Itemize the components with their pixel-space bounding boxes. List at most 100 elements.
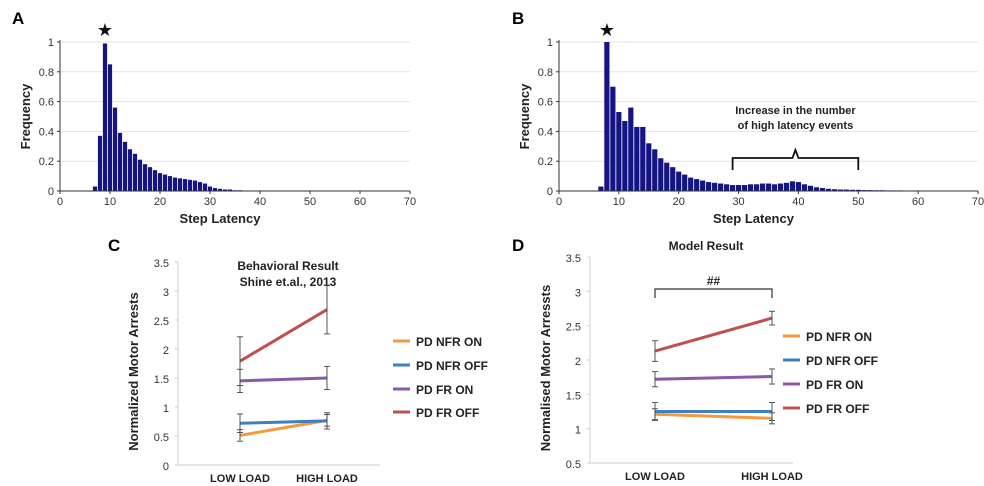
y-tick-label: 1 (575, 425, 581, 437)
y-tick-label: 2.5 (154, 316, 169, 328)
histogram-bar (700, 180, 706, 191)
histogram-bar (843, 189, 849, 191)
histogram-bar (227, 189, 233, 191)
histogram-bar (207, 186, 213, 191)
histogram-bar (122, 141, 128, 191)
y-tick-label: 1.5 (154, 374, 169, 386)
legend-label: PD FR ON (806, 378, 863, 392)
series-line (239, 419, 328, 425)
histogram-bar (628, 107, 634, 191)
histogram-bar (759, 183, 766, 191)
histogram-bar (682, 174, 688, 191)
histogram-bar (142, 164, 148, 191)
histogram-bar (753, 184, 760, 191)
panel-label: B (512, 9, 524, 28)
legend-label: PD NFR OFF (416, 359, 488, 373)
histogram-bar (652, 149, 658, 191)
y-tick-label: 1 (48, 37, 54, 49)
histogram-bar (646, 143, 652, 191)
histogram-bar (177, 178, 183, 191)
y-tick-label: 3 (575, 287, 581, 299)
legend-label: PD NFR ON (416, 335, 482, 349)
star-marker: ★ (599, 20, 615, 40)
x-tick-label: 70 (972, 196, 984, 208)
annotation-text: of high latency events (738, 120, 854, 132)
y-tick-label: 0 (163, 461, 169, 473)
y-tick-label: 0.5 (154, 432, 169, 444)
x-tick-label: 40 (254, 196, 266, 208)
y-tick-label: 0.8 (39, 67, 54, 79)
histogram-bar (729, 185, 736, 191)
histogram-bar (783, 182, 790, 191)
histogram-bar (152, 170, 158, 191)
y-tick-label: 3.5 (154, 258, 169, 270)
y-tick-label: 0 (547, 186, 553, 198)
y-tick-label: 0.2 (39, 156, 54, 168)
histogram-bar (777, 183, 784, 191)
legend-label: PD FR OFF (416, 406, 479, 420)
x-tick-label: 30 (204, 196, 216, 208)
x-tick-label: 30 (732, 196, 744, 208)
series-line (654, 316, 773, 353)
series-line (239, 418, 328, 437)
histogram-bar (102, 43, 108, 191)
histogram-bar (192, 180, 198, 191)
histogram-bar (771, 184, 778, 191)
panel-label: C (108, 236, 120, 255)
x-tick-label: 50 (852, 196, 864, 208)
x-tick-label: 50 (304, 196, 316, 208)
y-tick-label: 0 (48, 186, 54, 198)
histogram-bar (172, 177, 178, 191)
histogram-bar (712, 182, 718, 191)
histogram-bar (819, 188, 825, 191)
star-marker: ★ (97, 20, 113, 40)
histogram-bar (658, 158, 664, 191)
legend-label: PD NFR ON (806, 330, 872, 344)
x-tick-label: 20 (154, 196, 166, 208)
panel-label: D (512, 236, 524, 255)
histogram-bar (604, 42, 610, 191)
histogram-bar (598, 186, 604, 191)
x-tick-label: 40 (792, 196, 804, 208)
y-tick-label: 2 (575, 356, 581, 368)
y-tick-label: 2 (163, 345, 169, 357)
histogram-bar (117, 132, 123, 191)
x-axis-label: Step Latency (713, 211, 795, 226)
panel-label: A (12, 9, 24, 28)
histogram-bar (801, 184, 808, 191)
y-axis-label: Frequency (517, 83, 532, 150)
histogram-bar (132, 153, 138, 191)
histogram-bar (849, 189, 855, 191)
x-tick-label: 60 (912, 196, 924, 208)
chart-title: Shine et.al., 2013 (240, 275, 337, 289)
histogram-bar (127, 149, 133, 191)
histogram-bar (664, 162, 670, 191)
y-axis-label: Normalized Motor Arrests (126, 292, 141, 450)
y-tick-label: 1.5 (566, 390, 581, 402)
histogram-bar (676, 171, 682, 191)
x-tick-label: 20 (673, 196, 685, 208)
line-panel-d: D Model Result 0.5 1 1.5 2 2.5 3 3.5 LOW LOAD HIGH… (512, 236, 878, 483)
x-tick-label: 10 (613, 196, 625, 208)
series-line (239, 376, 328, 383)
histogram-bar (765, 183, 772, 191)
x-tick-label: 70 (404, 196, 416, 208)
chart-title: Model Result (669, 239, 744, 253)
histogram-bar (855, 189, 861, 191)
histogram-bar (825, 188, 831, 191)
histogram-bar (107, 64, 113, 191)
annotation-bracket (731, 147, 860, 170)
y-tick-label: 1 (547, 37, 553, 49)
histogram-bar (670, 167, 676, 191)
y-tick-label: 0.6 (538, 97, 553, 109)
y-axis-label: Normalised Motor Arressts (538, 285, 553, 451)
histogram-bar (217, 188, 223, 191)
x-tick-label: 10 (104, 196, 116, 208)
y-tick-label: 2.5 (566, 322, 581, 334)
histogram-bar (735, 185, 742, 191)
histogram-bar (112, 107, 118, 191)
histogram-bar (162, 174, 168, 191)
histogram-bar (640, 126, 646, 191)
